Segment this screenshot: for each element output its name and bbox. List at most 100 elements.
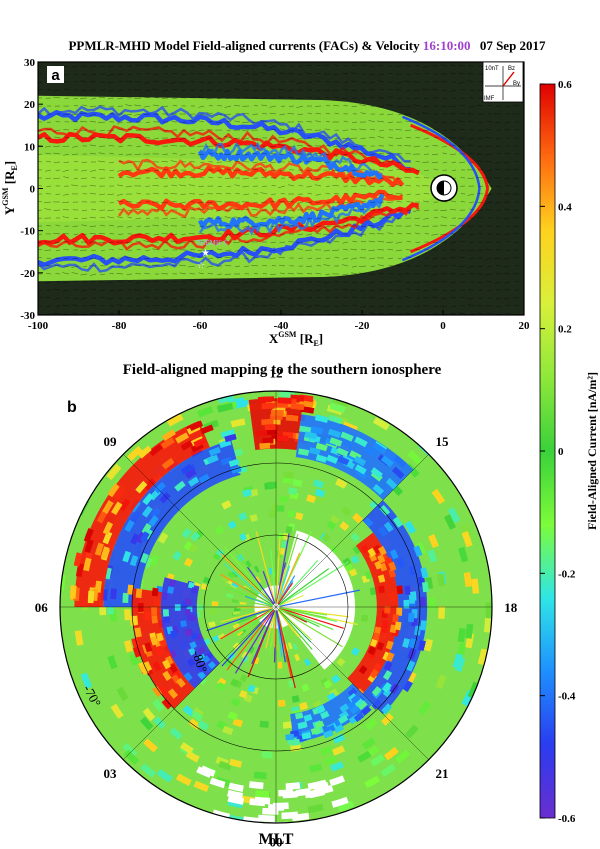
title-date: 07 Sep 2017 <box>480 38 546 53</box>
polar-pixel <box>447 507 461 524</box>
velocity-arrow <box>424 209 430 212</box>
velocity-arrow <box>269 289 277 291</box>
region-pixel <box>135 588 143 598</box>
polar-streak <box>247 566 275 605</box>
velocity-arrow <box>252 137 259 140</box>
region-pixel <box>301 732 312 740</box>
velocity-arrow <box>224 209 232 212</box>
velocity-arrow <box>198 120 205 123</box>
velocity-arrow <box>296 241 304 244</box>
velocity-arrow <box>287 96 295 99</box>
velocity-arrow <box>226 97 232 99</box>
velocity-arrow <box>126 161 133 164</box>
velocity-arrow <box>161 209 169 212</box>
colorbar-tick-label: -0.6 <box>558 813 576 825</box>
velocity-arrow <box>422 225 430 227</box>
velocity-arrow <box>89 73 97 76</box>
title-prefix: PPMLR-MHD Model Field-aligned currents (… <box>68 38 420 53</box>
region-pixel <box>363 445 378 457</box>
velocity-arrow <box>179 184 187 187</box>
velocity-arrow <box>440 64 448 67</box>
current-regions <box>69 394 429 823</box>
polar-pixel <box>465 623 474 639</box>
velocity-arrow <box>234 153 241 156</box>
velocity-arrow <box>458 312 466 315</box>
polar-pixel <box>345 563 354 572</box>
velocity-arrow <box>225 296 232 299</box>
velocity-arrow <box>503 257 511 260</box>
velocity-arrow <box>197 201 205 204</box>
velocity-arrow <box>242 121 250 124</box>
x-tick-label: 20 <box>519 320 531 332</box>
velocity-arrow <box>118 81 124 83</box>
polar-pixel <box>423 638 433 652</box>
velocity-arrow <box>271 185 277 187</box>
velocity-arrow <box>188 184 196 187</box>
velocity-arrow <box>80 273 88 276</box>
velocity-arrow <box>334 281 340 283</box>
velocity-arrow <box>405 89 412 92</box>
velocity-arrow <box>208 105 214 107</box>
polar-pixel <box>395 749 411 764</box>
velocity-arrow <box>269 97 277 99</box>
polar-pixel <box>329 514 340 525</box>
velocity-arrow <box>377 65 385 67</box>
region-pixel <box>408 594 415 604</box>
velocity-arrow <box>433 305 439 307</box>
velocity-arrow <box>451 305 457 307</box>
velocity-arrow <box>288 209 295 211</box>
colorbar-tick-label: 0.2 <box>558 324 572 336</box>
velocity-arrow <box>279 200 286 203</box>
velocity-arrow <box>432 241 439 244</box>
polar-streak <box>225 586 273 607</box>
velocity-arrow <box>91 249 97 251</box>
velocity-arrow <box>153 104 160 107</box>
velocity-arrow <box>485 153 493 156</box>
velocity-arrow <box>73 297 79 300</box>
velocity-arrow <box>118 297 124 300</box>
polar-pixel <box>239 601 247 605</box>
velocity-arrow <box>152 137 160 140</box>
velocity-arrow <box>171 184 178 187</box>
polar-pixel <box>142 707 156 722</box>
velocity-arrow <box>269 88 277 91</box>
velocity-arrow <box>53 152 61 155</box>
velocity-arrow <box>44 201 52 203</box>
velocity-arrow <box>125 312 133 315</box>
velocity-arrow <box>208 249 214 252</box>
velocity-arrow <box>189 161 196 163</box>
panel-a: a 10nT Bz By IMF THEMIS C ★ ☆ -100 -80 -60… <box>1 57 530 348</box>
velocity-arrow <box>225 192 232 195</box>
velocity-arrow <box>467 304 475 307</box>
velocity-arrow <box>423 105 430 108</box>
velocity-arrow <box>54 136 61 139</box>
velocity-arrow <box>136 201 142 204</box>
polar-pixel <box>183 540 194 551</box>
velocity-arrow <box>306 297 313 299</box>
velocity-arrow <box>216 248 223 251</box>
velocity-arrow <box>127 216 133 219</box>
polar-pixel <box>404 520 416 534</box>
velocity-arrow <box>306 129 313 131</box>
polar-pixel <box>185 750 200 763</box>
polar-pixel <box>166 413 184 427</box>
velocity-arrow <box>189 145 196 148</box>
velocity-arrow <box>486 312 493 315</box>
region-pixel <box>132 646 142 658</box>
polar-streak <box>269 610 277 654</box>
region-pixel <box>180 620 187 628</box>
velocity-arrow <box>55 249 61 252</box>
velocity-arrow <box>180 65 187 68</box>
velocity-arrow <box>134 104 142 107</box>
velocity-arrow <box>72 257 79 260</box>
region-pixel <box>403 599 410 609</box>
velocity-arrow <box>332 177 340 179</box>
velocity-arrow <box>334 256 340 259</box>
polar-streak <box>270 549 277 604</box>
velocity-arrow <box>82 136 88 139</box>
velocity-arrow <box>189 280 196 283</box>
velocity-arrow <box>368 281 376 284</box>
region-pixel <box>122 550 132 563</box>
polar-pixel <box>197 720 210 731</box>
velocity-arrow <box>152 88 160 91</box>
